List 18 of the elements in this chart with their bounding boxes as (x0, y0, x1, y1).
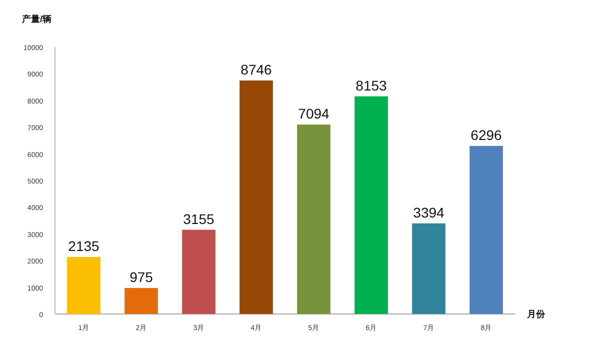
bar (124, 288, 158, 314)
bar (297, 124, 330, 314)
data-label: 975 (130, 268, 154, 285)
bar (412, 223, 446, 314)
bar (240, 80, 273, 314)
bar (470, 146, 503, 314)
data-label: 8153 (356, 77, 388, 94)
data-label: 3155 (183, 210, 215, 227)
data-label: 2135 (68, 238, 100, 254)
data-label: 3394 (413, 204, 445, 220)
data-label: 8746 (240, 61, 272, 78)
x-axis-title: 月份 (526, 309, 546, 319)
bar (354, 96, 388, 314)
y-axis-title: 产量/辆 (21, 14, 52, 24)
data-label: 6296 (470, 126, 502, 143)
bar (182, 230, 216, 314)
data-label: 7094 (298, 106, 330, 122)
bar (67, 256, 100, 314)
